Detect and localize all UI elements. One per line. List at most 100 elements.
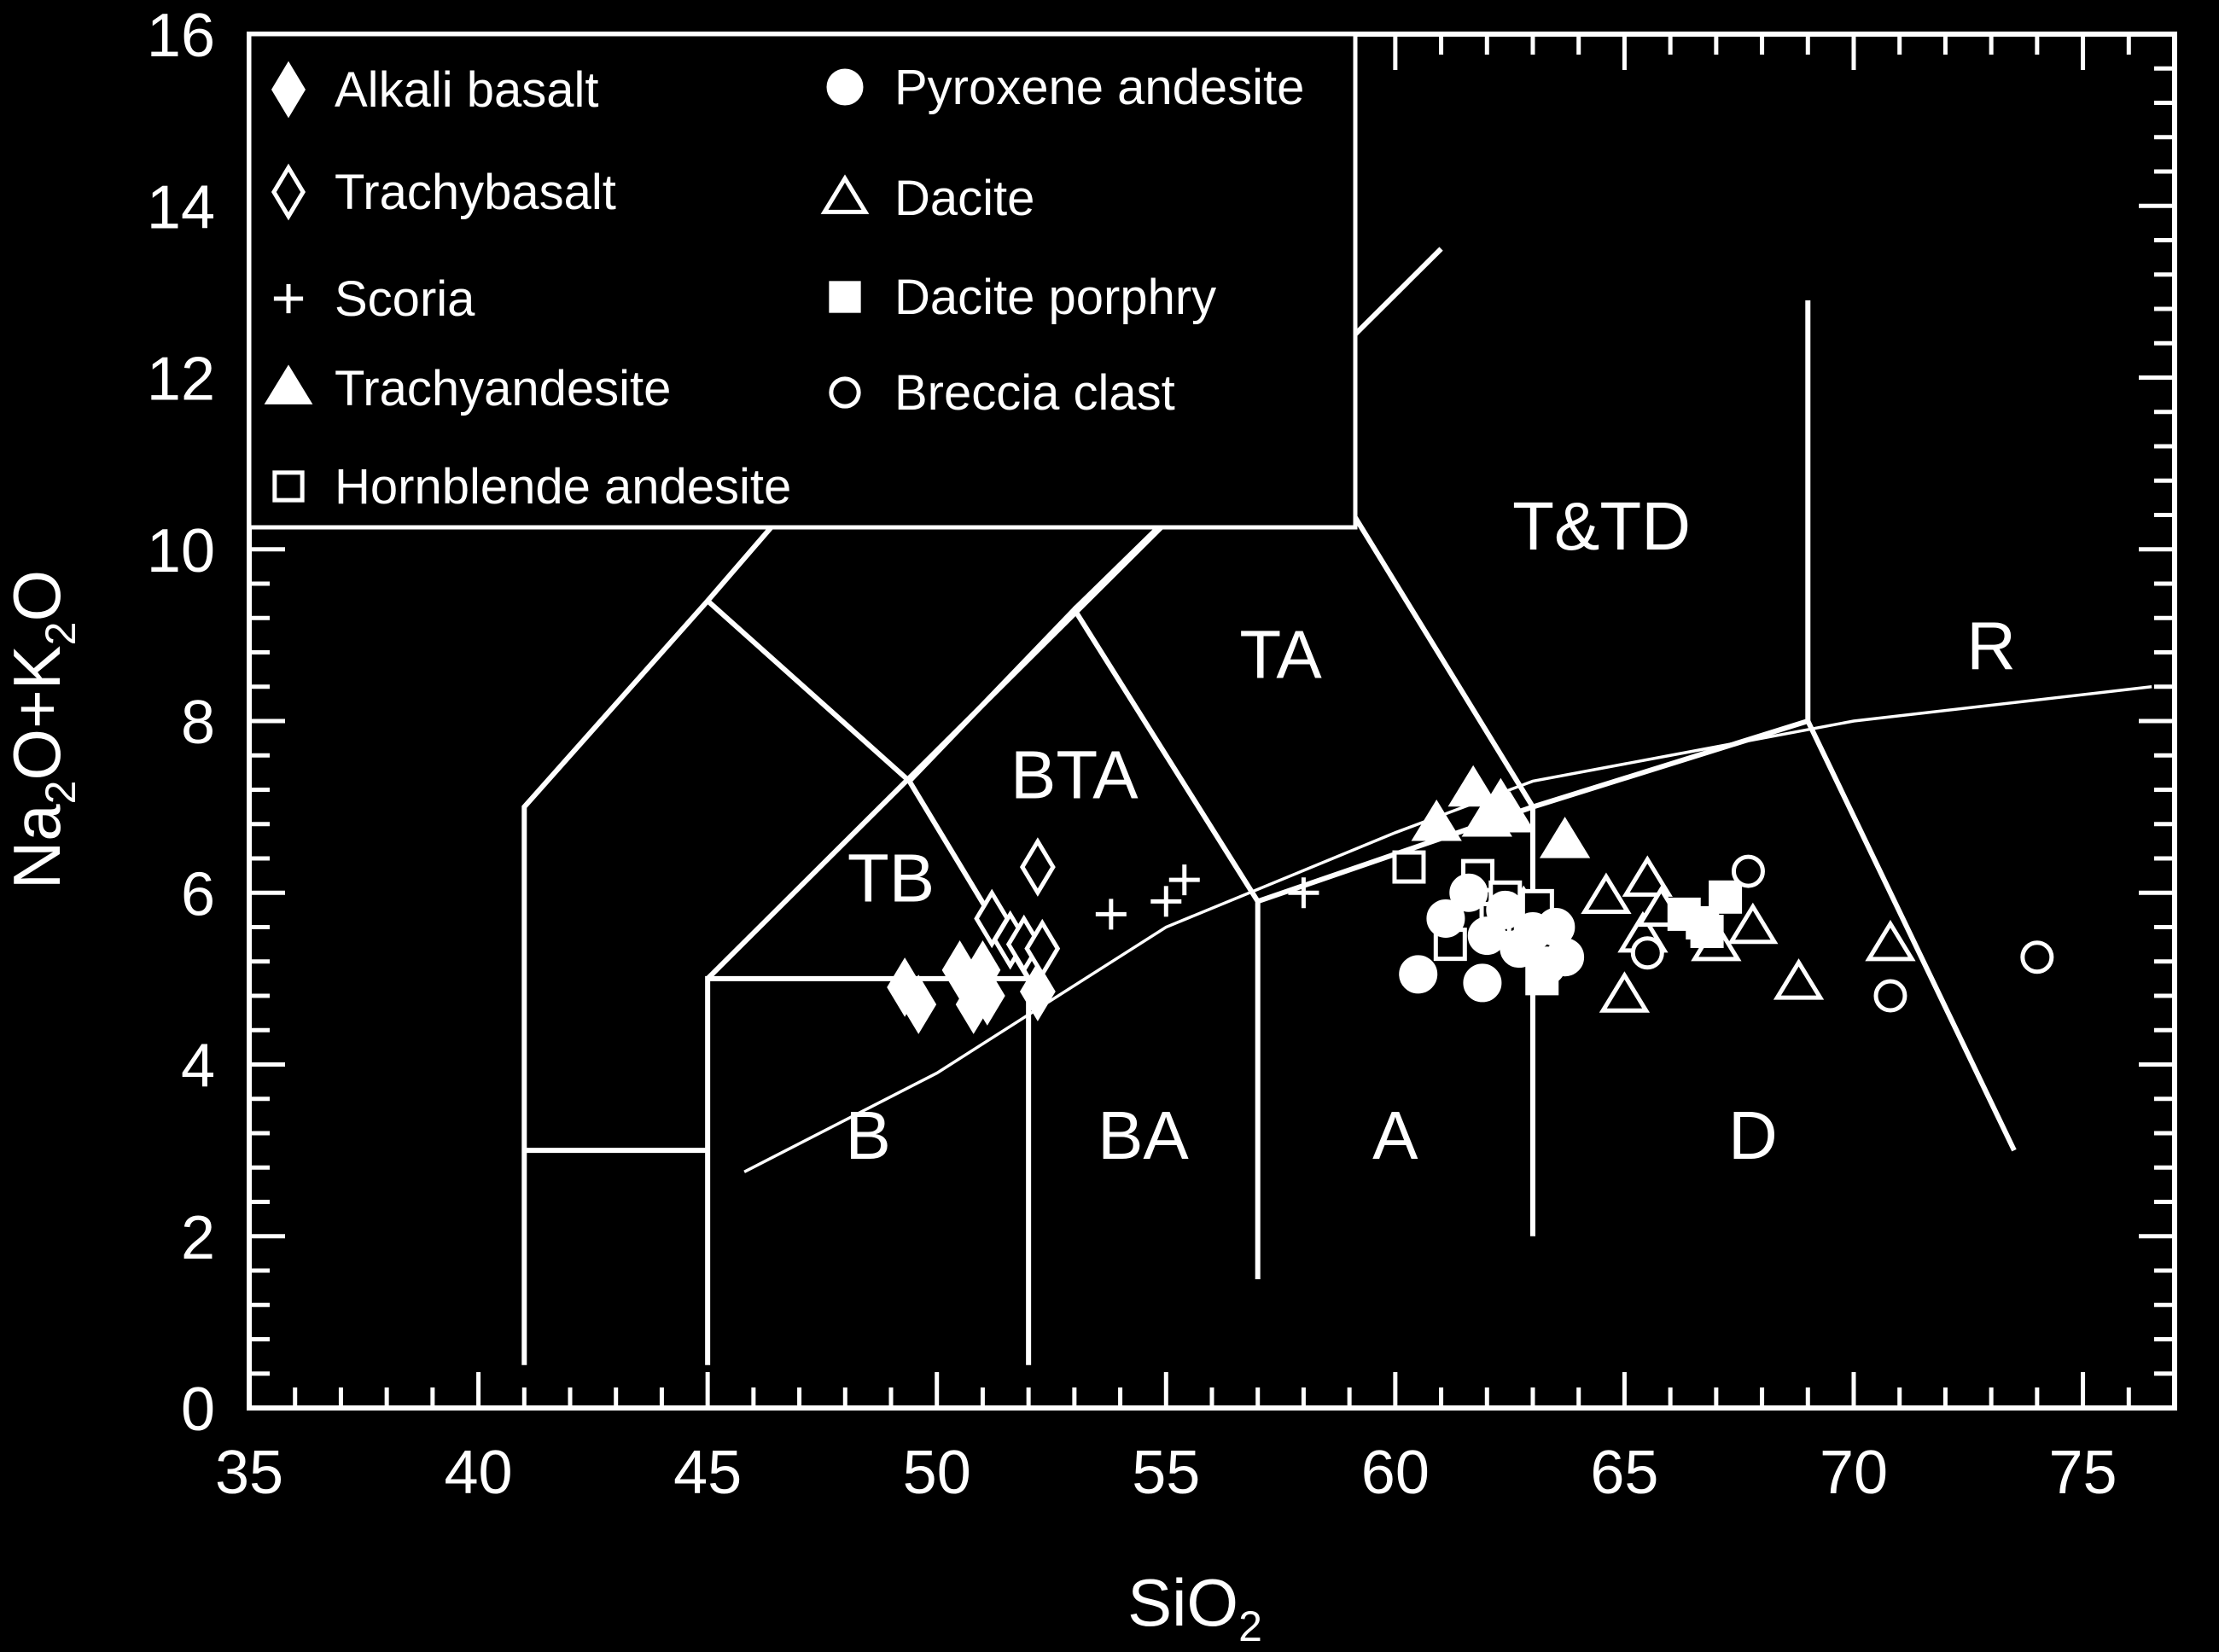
series-scoria: [1095, 864, 1319, 930]
field-boundary-line: [1805, 719, 2017, 1152]
legend-label-breccia-clast: Breccia clast: [894, 365, 1175, 421]
x-tick-label: 60: [1361, 1439, 1430, 1507]
y-tick-label: 16: [147, 2, 215, 70]
legend-marker-pyroxene-andesite: [826, 68, 864, 106]
point-dacite: [1599, 971, 1651, 1013]
legend-label-dacite-porphry: Dacite porphry: [894, 270, 1216, 325]
alkaline-subalkaline-divide: [743, 685, 2152, 1173]
point-dacite: [1865, 919, 1916, 962]
point-trachyandesite: [1484, 790, 1535, 833]
point-dacite: [1727, 902, 1779, 945]
x-axis-title: SiO2: [1127, 1565, 1262, 1650]
point-scoria: [1150, 886, 1182, 917]
field-label-a: A: [1372, 1097, 1418, 1173]
y-axis-title-part-na: Na: [0, 804, 74, 889]
legend-marker-trachybasalt: [271, 163, 306, 221]
axis-ticks: [247, 32, 2177, 1411]
point-alkali-basalt: [900, 974, 937, 1034]
legend-label-trachyandesite: Trachyandesite: [335, 361, 671, 416]
point-scoria: [1168, 864, 1200, 896]
axis-tick-labels: 35 40 45 50 55 60 65 70 75 0 2 4 6 8 10 12 14 16: [147, 2, 2117, 1507]
point-trachyandesite: [1411, 799, 1462, 841]
legend-label-pyroxene-andesite: Pyroxene andesite: [894, 60, 1304, 115]
x-tick-label: 45: [673, 1439, 742, 1507]
y-tick-label: 0: [181, 1376, 215, 1444]
legend-marker-alkali-basalt: [271, 61, 306, 119]
legend: Alkali basalt Trachybasalt Scoria Trachyand…: [247, 32, 1358, 530]
y-tick-label: 14: [147, 173, 215, 241]
legend-label-scoria: Scoria: [335, 271, 475, 327]
field-label-ta: TA: [1239, 617, 1322, 693]
y-tick-label: 4: [181, 1032, 215, 1101]
legend-label-trachybasalt: Trachybasalt: [335, 165, 616, 220]
point-scoria: [1288, 877, 1319, 909]
point-hornblende-andesite: [1392, 850, 1426, 884]
y-axis-title-sub-2: 2: [37, 622, 84, 646]
field-label-bta: BTA: [1010, 737, 1139, 813]
field-label-b: B: [845, 1097, 890, 1173]
divide-curve: [743, 685, 2152, 1173]
point-pyroxene-andesite: [1486, 890, 1525, 929]
point-scoria: [1095, 899, 1127, 930]
x-tick-label: 75: [2049, 1439, 2117, 1507]
x-tick-label: 40: [445, 1439, 513, 1507]
legend-label-hornblende-andesite: Hornblende andesite: [335, 459, 791, 515]
y-tick-label: 10: [147, 517, 215, 585]
point-trachyandesite: [1447, 765, 1499, 807]
legend-marker-scoria: [273, 283, 304, 314]
point-dacite-porphry: [1686, 905, 1720, 939]
point-pyroxene-andesite: [1467, 916, 1506, 956]
x-tick-label: 35: [215, 1439, 283, 1507]
y-axis-title-sub-1: 2: [37, 781, 84, 805]
legend-marker-hornblende-andesite: [272, 470, 305, 503]
field-label-r: R: [1966, 608, 2016, 684]
point-dacite-porphry: [1525, 962, 1559, 996]
point-pyroxene-andesite: [1463, 963, 1502, 1003]
x-tick-label: 50: [903, 1439, 971, 1507]
point-pyroxene-andesite: [1449, 873, 1488, 912]
field-boundary-line: [907, 605, 1261, 1280]
legend-marker-dacite: [820, 174, 870, 214]
field-label-tb: TB: [847, 840, 935, 916]
point-alkali-basalt: [1019, 962, 1056, 1021]
x-tick-label: 70: [1820, 1439, 1888, 1507]
series-alkali-basalt: [887, 939, 1056, 1034]
x-tick-label: 55: [1132, 1439, 1200, 1507]
point-dacite: [1581, 872, 1632, 915]
legend-box: [247, 32, 1358, 530]
data-points: [887, 765, 2054, 1034]
point-dacite: [1622, 855, 1673, 897]
series-pyroxene-andesite: [1399, 873, 1585, 1003]
point-pyroxene-andesite: [1426, 899, 1465, 938]
field-label-d: D: [1728, 1097, 1778, 1173]
point-breccia-clast: [2020, 940, 2054, 974]
y-tick-label: 12: [147, 346, 215, 414]
series-dacite-porphry: [1525, 880, 1743, 996]
point-dacite: [1773, 958, 1825, 1000]
field-label-t-td: T&TD: [1512, 488, 1691, 564]
point-pyroxene-andesite: [1399, 955, 1438, 994]
y-tick-label: 2: [181, 1204, 215, 1272]
point-dacite-porphry: [1709, 880, 1743, 914]
point-breccia-clast: [1731, 854, 1765, 888]
legend-marker-dacite-porphry: [829, 281, 861, 313]
legend-label-dacite: Dacite: [894, 171, 1034, 226]
y-axis-title-part-ok: O+K: [0, 645, 74, 780]
series-trachybasalt: [974, 837, 1061, 979]
point-alkali-basalt: [964, 939, 1001, 1000]
point-trachybasalt: [1024, 918, 1061, 979]
y-axis-title: Na2O+K2O: [0, 570, 84, 889]
legend-marker-trachyandesite: [264, 364, 313, 404]
point-trachybasalt: [1019, 837, 1056, 897]
y-tick-label: 8: [181, 689, 215, 757]
point-breccia-clast: [1873, 979, 1907, 1013]
field-labels: TB BTA TA T&TD R B BA A D: [845, 488, 2016, 1173]
field-label-ba: BA: [1098, 1097, 1189, 1173]
series-breccia-clast: [1630, 854, 2054, 1013]
x-axis-title-sub: 2: [1238, 1603, 1262, 1650]
point-trachyandesite: [1539, 817, 1591, 858]
legend-marker-breccia-clast: [829, 376, 861, 409]
y-axis-title-part-o: O: [0, 570, 74, 622]
point-breccia-clast: [1630, 936, 1664, 970]
